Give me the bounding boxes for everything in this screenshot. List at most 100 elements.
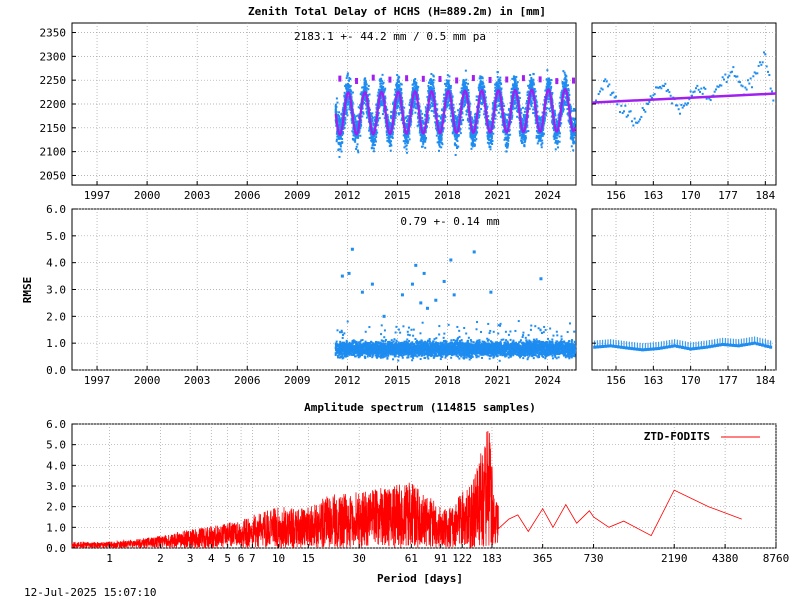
ztd-point [487,119,490,122]
ztd-point [485,108,488,111]
ztd-point [378,105,381,108]
ztd-point [541,129,544,132]
ztd-point [531,87,534,90]
ztd-point [447,82,450,85]
ztd-point [573,123,576,126]
ztd-point [339,128,342,131]
ztd-point [532,83,535,86]
ztd-long-ytick-label: 2350 [40,27,67,40]
ztd-point [476,122,479,125]
ztd-point [558,113,561,116]
ztd-point [367,99,370,102]
ztd-point [414,98,417,101]
ztd-point [393,119,396,122]
ztd-point [547,85,550,88]
ztd-point [348,100,351,103]
ztd-recent-point [671,102,673,105]
ztd-point [375,133,378,136]
ztd-point [373,118,376,121]
ztd-point [491,102,494,105]
ztd-point [455,138,458,141]
ztd-point [351,91,354,94]
ztd-point [426,125,429,128]
ztd-point [373,122,376,125]
ztd-point [514,80,517,83]
ztd-point [391,131,394,134]
ztd-point [490,131,493,134]
ztd-point [455,144,458,147]
ztd-recent-point [727,76,729,79]
ztd-point [564,87,567,90]
ztd-point [422,141,425,144]
ztd-point [506,119,509,122]
ztd-recent-point [625,115,628,118]
ztd-recent-point [724,73,727,76]
ztd-point [480,92,483,95]
ztd-point [445,103,448,106]
ztd-recent-point [756,72,759,75]
ztd-point [383,117,386,120]
ztd-point [465,85,468,88]
ztd-point [446,80,449,83]
ztd-point [388,124,391,127]
ztd-point [521,140,524,143]
ztd-point [432,110,435,113]
ztd-point [353,114,356,117]
ztd-point [527,114,530,117]
ztd-point [496,87,499,90]
ztd-point [429,79,432,82]
ztd-point [473,143,476,146]
ztd-point [395,107,398,110]
ztd-longterm-panel: 1997 2000 2003 2006 2009 2012 2015 2018 2021 2024… [40,22,577,202]
ztd-point [431,81,434,84]
ztd-point [456,136,459,139]
ztd-point [371,112,374,115]
ztd-point [345,108,348,111]
ztd-point [490,132,493,135]
ztd-long-xtick-label: 2012 [334,189,361,202]
ztd-point [566,108,569,111]
ztd-point [471,120,474,123]
ztd-point [489,140,492,143]
ztd-recent-point [636,121,639,124]
ztd-point [478,116,481,119]
ztd-point [411,89,414,92]
ztd-point [341,134,344,137]
ztd-point [362,111,365,114]
ztd-point [404,139,407,142]
ztd-point [513,77,516,80]
ztd-recent-point [725,80,728,83]
ztd-point [405,148,408,151]
ztd-recent-point [740,84,743,87]
ztd-recent-point [681,106,684,109]
ztd-point [394,91,397,94]
ztd-point [424,138,427,141]
ztd-point [361,115,364,118]
ztd-point [452,103,455,106]
ztd-point [345,88,348,91]
ztd-point [395,105,398,108]
ztd-point [460,121,463,124]
ztd-point [344,116,347,119]
ztd-long-ytick-label: 2300 [40,50,67,63]
ztd-point [407,136,410,139]
ztd-point [458,103,461,106]
ztd-point [541,139,544,142]
ztd-point [372,142,375,145]
ztd-point [488,142,491,145]
ztd-point [523,145,526,148]
ztd-point [521,121,524,124]
ztd-point [365,116,368,119]
ztd-point [527,84,530,87]
ztd-point [559,124,562,127]
ztd-point [364,94,367,97]
ztd-point [512,88,515,91]
ztd-point [443,93,446,96]
ztd-point [395,84,398,87]
ztd-point [532,73,535,76]
ztd-point [349,111,352,114]
ztd-point [455,125,458,128]
ztd-point [397,77,400,80]
ztd-point [341,130,344,133]
